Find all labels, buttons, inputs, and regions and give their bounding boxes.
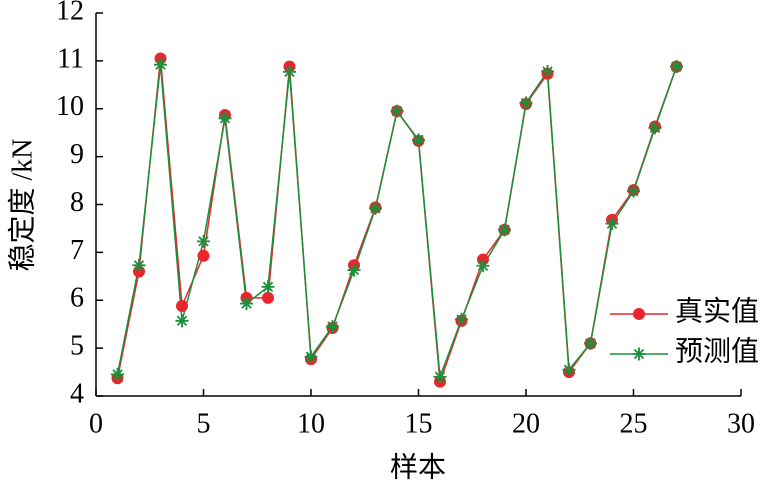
marker <box>283 65 296 79</box>
marker <box>132 258 146 272</box>
marker <box>176 299 188 312</box>
marker <box>519 96 533 110</box>
marker <box>175 314 189 328</box>
x-tick-label: 0 <box>89 408 103 439</box>
y-tick-label: 4 <box>70 378 84 409</box>
marker <box>562 363 576 377</box>
marker <box>197 234 210 248</box>
legend-marker <box>632 347 646 361</box>
x-tick-label: 15 <box>405 408 433 439</box>
marker <box>111 367 124 381</box>
marker <box>412 133 425 147</box>
x-tick-label: 10 <box>297 408 325 439</box>
y-tick-label: 11 <box>57 43 84 74</box>
x-tick-label: 25 <box>620 408 648 439</box>
marker <box>347 263 361 277</box>
marker <box>304 350 318 364</box>
marker <box>154 58 167 72</box>
y-tick-label: 8 <box>70 187 84 218</box>
marker <box>455 312 468 326</box>
y-tick-label: 7 <box>70 235 84 266</box>
marker <box>605 217 619 231</box>
x-tick-label: 5 <box>197 408 211 439</box>
y-axis-label: 稳定度 /kN <box>6 138 38 271</box>
y-tick-label: 9 <box>70 139 84 170</box>
marker <box>240 297 253 311</box>
marker <box>627 184 640 198</box>
y-tick-label: 5 <box>70 331 84 362</box>
x-tick-label: 20 <box>512 408 540 439</box>
marker <box>369 201 382 215</box>
marker <box>218 111 232 125</box>
marker <box>262 291 274 304</box>
legend-label: 真实值 <box>675 295 759 327</box>
marker <box>390 104 404 118</box>
x-tick-label: 30 <box>727 408 755 439</box>
marker <box>670 60 683 74</box>
marker <box>584 336 597 350</box>
y-tick-label: 10 <box>56 91 84 122</box>
legend-marker <box>633 308 645 320</box>
marker <box>261 280 275 294</box>
marker <box>541 64 554 78</box>
marker <box>476 259 490 273</box>
marker <box>648 121 662 135</box>
marker <box>498 223 511 237</box>
legend-label: 预测值 <box>675 335 759 367</box>
x-axis-label: 样本 <box>390 451 446 483</box>
marker <box>326 320 339 334</box>
y-tick-label: 6 <box>70 283 84 314</box>
marker <box>197 249 210 262</box>
y-tick-label: 12 <box>56 0 84 26</box>
marker <box>433 370 447 384</box>
